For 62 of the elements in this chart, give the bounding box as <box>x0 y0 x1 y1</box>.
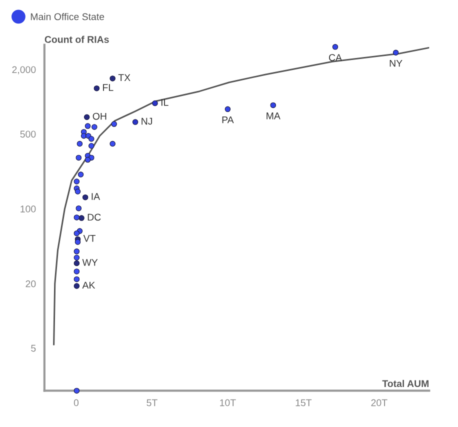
annotation: FL <box>103 84 114 91</box>
point <box>82 194 88 200</box>
point <box>74 260 80 266</box>
point <box>88 143 94 149</box>
point <box>74 276 80 282</box>
point <box>224 106 231 112</box>
legend-label: Main Office State <box>30 13 104 20</box>
annotation: DC <box>88 214 101 221</box>
point <box>110 76 116 82</box>
point <box>74 254 80 260</box>
y-axis-title: Count of RIAs <box>44 36 109 43</box>
annotation: VT <box>83 235 96 242</box>
point <box>78 215 84 221</box>
point <box>84 123 91 129</box>
point <box>74 188 81 194</box>
x-tick-label: 15T <box>296 399 312 406</box>
point <box>152 100 158 106</box>
annotation: PA <box>222 116 234 124</box>
x-tick-label: 5T <box>146 399 158 406</box>
point <box>84 156 91 163</box>
point <box>74 230 80 236</box>
point <box>110 140 116 147</box>
point <box>392 50 399 56</box>
point <box>332 44 338 50</box>
point <box>74 239 81 245</box>
x-tick-label: 0 <box>74 399 79 406</box>
point <box>92 124 98 130</box>
annotation: NY <box>390 60 402 67</box>
annotation: TX <box>118 74 130 81</box>
y-tick-label: 5 <box>31 344 36 352</box>
point <box>74 214 80 220</box>
annotation: AK <box>82 282 96 289</box>
point <box>76 205 82 212</box>
point <box>270 102 276 108</box>
annotation: WY <box>82 259 98 266</box>
y-tick-label: 2,000 <box>12 66 36 74</box>
point <box>74 178 80 184</box>
point <box>76 140 83 147</box>
point <box>84 114 90 120</box>
y-tick-label: 100 <box>20 206 36 212</box>
y-tick-label: 500 <box>20 130 36 138</box>
line-series <box>53 46 430 346</box>
point <box>74 268 80 274</box>
point <box>88 136 94 142</box>
point <box>132 119 138 125</box>
annotation: NJ <box>142 118 152 125</box>
point <box>111 121 117 127</box>
annotation: CA <box>328 54 342 62</box>
annotation: MA <box>266 112 280 120</box>
point <box>74 283 80 289</box>
point <box>76 154 82 161</box>
point <box>78 172 84 178</box>
annotation: OH <box>92 112 106 120</box>
point <box>94 85 100 92</box>
point <box>74 388 80 394</box>
annotation: IL <box>161 99 168 106</box>
y-tick-label: 20 <box>26 280 36 288</box>
x-axis-title: Total AUM <box>382 380 428 388</box>
annotation: IA <box>92 193 100 200</box>
x-tick-label: 10T <box>220 399 236 406</box>
x-tick-label: 20T <box>371 399 388 406</box>
point <box>74 248 80 254</box>
